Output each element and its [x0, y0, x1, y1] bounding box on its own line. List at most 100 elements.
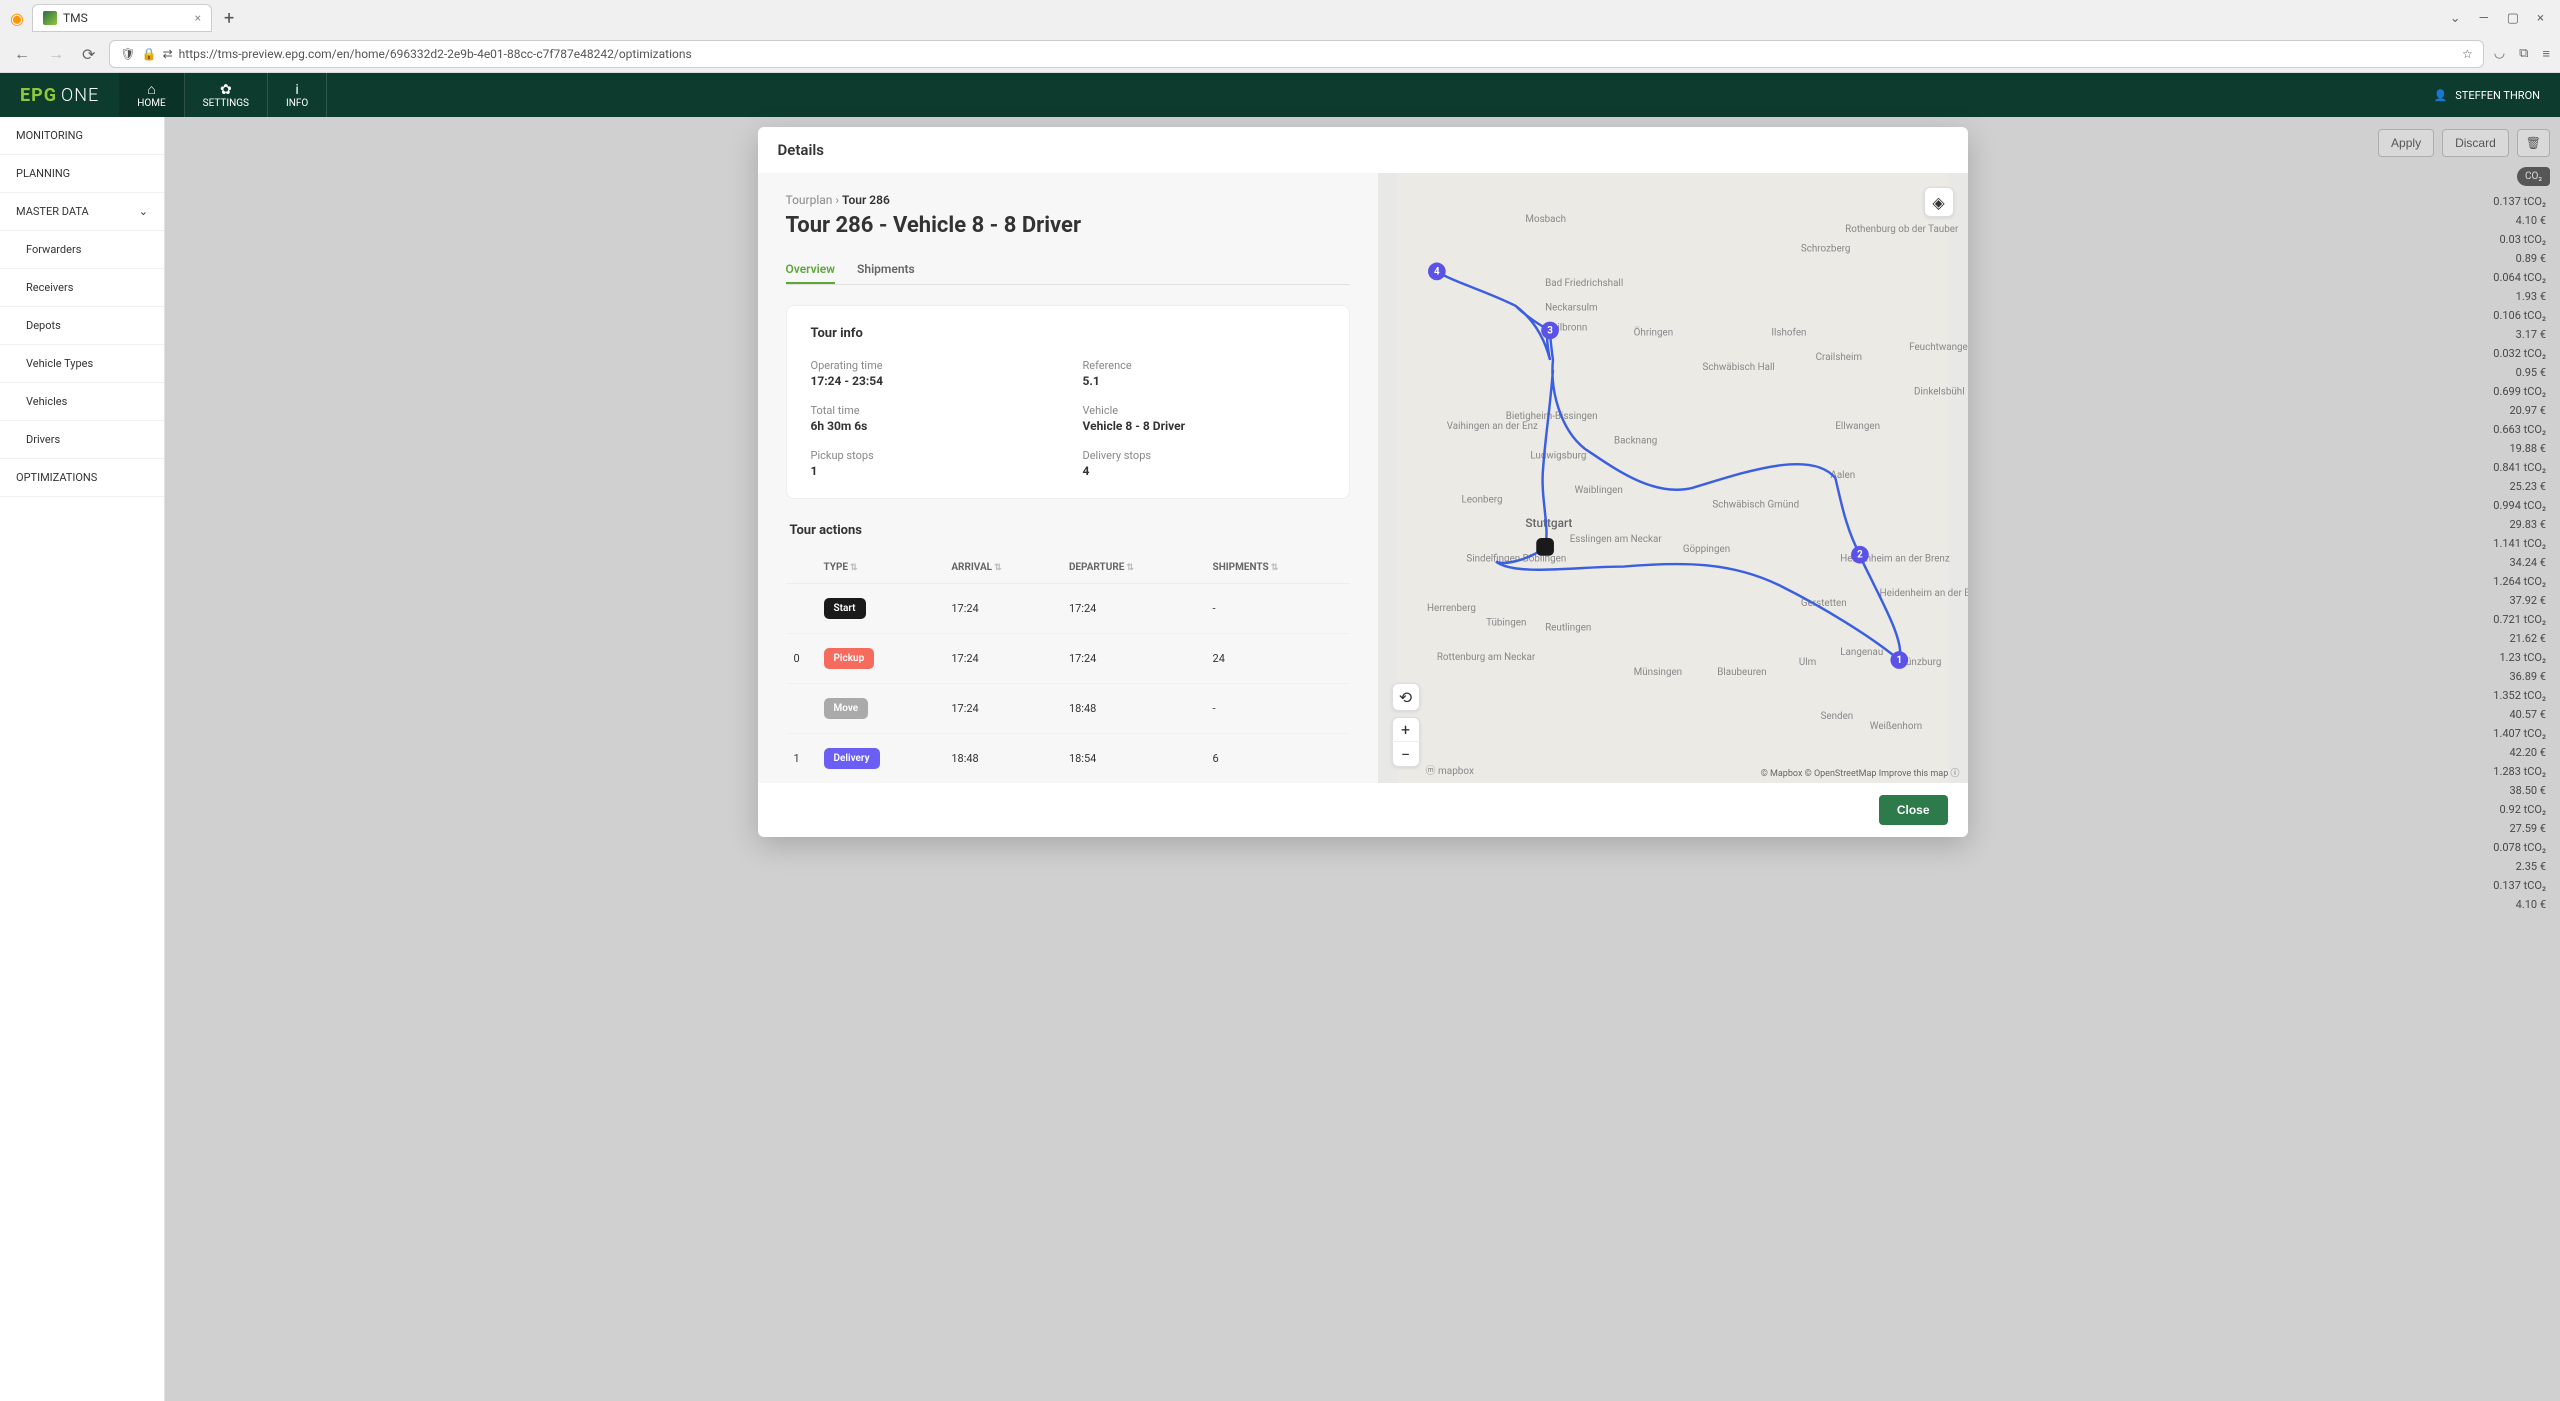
sidebar-item-depots[interactable]: Depots: [0, 307, 164, 345]
menu-icon[interactable]: ≡: [2542, 46, 2550, 62]
col-shipments[interactable]: SHIPMENTS⇅: [1205, 552, 1350, 584]
map-city-label: Ellwangen: [1835, 421, 1880, 432]
info-item: Pickup stops1: [811, 449, 1053, 478]
tab-title: TMS: [63, 11, 88, 25]
map-city-label: Heidenheim an der Brenz: [1879, 588, 1967, 599]
map-city-label: Stuttgart: [1525, 516, 1572, 530]
map-city-label: Sindelfingen Böblingen: [1466, 554, 1566, 565]
maximize-icon[interactable]: ▢: [2507, 11, 2519, 26]
tab-shipments[interactable]: Shipments: [857, 256, 915, 284]
depot-marker[interactable]: [1536, 538, 1554, 556]
top-nav-settings[interactable]: ✿SETTINGS: [185, 73, 268, 117]
minimize-icon[interactable]: —: [2479, 11, 2489, 26]
sidebar-item-vehicle-types[interactable]: Vehicle Types: [0, 345, 164, 383]
sidebar-item-receivers[interactable]: Receivers: [0, 269, 164, 307]
sidebar-item-monitoring[interactable]: MONITORING: [0, 117, 164, 155]
map-city-label: Leonberg: [1461, 495, 1502, 506]
map-reset-button[interactable]: ⟲: [1392, 683, 1420, 711]
sidebar-item-vehicles[interactable]: Vehicles: [0, 383, 164, 421]
map-attribution: © Mapbox © OpenStreetMap Improve this ma…: [1761, 766, 1960, 779]
top-nav-home[interactable]: ⌂HOME: [119, 73, 184, 117]
map-city-label: Blaubeuren: [1717, 667, 1766, 678]
map-city-label: Rothenburg ob der Tauber: [1845, 224, 1959, 235]
col-arrival[interactable]: ARRIVAL⇅: [943, 552, 1061, 584]
logo-epg: EPG: [20, 85, 57, 106]
svg-text:1: 1: [1896, 655, 1902, 666]
tour-actions-title: Tour actions: [786, 523, 1350, 538]
map-city-label: Mosbach: [1525, 214, 1566, 225]
close-window-icon[interactable]: ×: [2537, 11, 2544, 26]
sidebar-item-master-data[interactable]: MASTER DATA⌄: [0, 193, 164, 231]
map-marker-3[interactable]: 3: [1541, 322, 1559, 340]
browser-chrome: ◉ TMS × + ⌄ — ▢ × ← → ⟳ 🛡 🔒 ⇄ https://tm…: [0, 0, 2560, 73]
logo-one: ONE: [61, 85, 99, 106]
map-marker-2[interactable]: 2: [1851, 546, 1869, 564]
col-type[interactable]: TYPE⇅: [816, 552, 944, 584]
top-nav-info[interactable]: iINFO: [268, 73, 327, 117]
route-map[interactable]: StuttgartUlmAalenTübingenReutlingenGöppi…: [1378, 173, 1968, 783]
extensions-icon[interactable]: ⧉: [2519, 46, 2528, 62]
map-layers-button[interactable]: ◈: [1924, 187, 1954, 217]
window-controls: ⌄ — ▢ ×: [2450, 11, 2554, 26]
reload-button[interactable]: ⟳: [78, 41, 99, 68]
action-row[interactable]: 1Delivery18:4818:546: [786, 734, 1350, 784]
lock-icon: 🔒: [142, 47, 157, 61]
map-city-label: Bietigheim-Bissingen: [1505, 411, 1597, 422]
map-city-label: Herrenberg: [1427, 603, 1476, 614]
map-city-label: Langenau: [1840, 647, 1883, 658]
action-row[interactable]: 0Pickup17:2417:2424: [786, 634, 1350, 684]
logo[interactable]: EPG ONE: [0, 73, 119, 117]
bookmark-icon[interactable]: ☆: [2462, 47, 2473, 61]
tab-close-icon[interactable]: ×: [195, 11, 201, 25]
zoom-out-button[interactable]: −: [1392, 742, 1420, 766]
map-city-label: Schwäbisch Gmünd: [1712, 500, 1799, 511]
tour-info-title: Tour info: [811, 326, 1325, 341]
col-departure[interactable]: DEPARTURE⇅: [1061, 552, 1205, 584]
user-menu[interactable]: 👤 STEFFEN THRON: [2414, 73, 2560, 117]
url-text: https://tms-preview.epg.com/en/home/6963…: [179, 47, 692, 61]
map-city-label: Feuchtwangen: [1909, 342, 1968, 353]
sidebar-item-optimizations[interactable]: OPTIMIZATIONS: [0, 459, 164, 497]
sidebar-item-planning[interactable]: PLANNING: [0, 155, 164, 193]
map-city-label: Münsingen: [1633, 667, 1681, 678]
svg-text:3: 3: [1547, 325, 1553, 336]
new-tab-button[interactable]: +: [216, 8, 242, 29]
back-button[interactable]: ←: [10, 40, 34, 68]
user-name: STEFFEN THRON: [2455, 89, 2540, 102]
close-button[interactable]: Close: [1879, 795, 1948, 825]
map-city-label: Rottenburg am Neckar: [1436, 652, 1535, 663]
browser-tab[interactable]: TMS ×: [32, 4, 212, 32]
tour-info-card: Tour info Operating time17:24 - 23:54 Ref…: [786, 305, 1350, 499]
type-badge: Move: [824, 698, 869, 719]
map-marker-4[interactable]: 4: [1428, 263, 1446, 281]
actions-table: TYPE⇅ ARRIVAL⇅ DEPARTURE⇅ SHIPMENTS⇅ Sta…: [786, 552, 1350, 783]
attribution-info-icon[interactable]: ⓘ: [1950, 769, 1959, 779]
map-panel[interactable]: StuttgartUlmAalenTübingenReutlingenGöppi…: [1378, 173, 1968, 783]
tab-favicon: [43, 11, 57, 25]
tab-bar: ◉ TMS × + ⌄ — ▢ ×: [0, 0, 2560, 36]
map-city-label: Öhringen: [1633, 327, 1672, 338]
map-city-label: Waiblingen: [1574, 485, 1622, 496]
sidebar-item-drivers[interactable]: Drivers: [0, 421, 164, 459]
action-row[interactable]: Start17:2417:24-: [786, 584, 1350, 634]
sidebar-item-forwarders[interactable]: Forwarders: [0, 231, 164, 269]
info-item: Operating time17:24 - 23:54: [811, 359, 1053, 388]
url-input[interactable]: 🛡 🔒 ⇄ https://tms-preview.epg.com/en/hom…: [109, 40, 2483, 68]
zoom-in-button[interactable]: +: [1392, 718, 1420, 742]
info-item: Reference5.1: [1083, 359, 1325, 388]
chevron-down-icon[interactable]: ⌄: [2450, 11, 2461, 26]
modal-left-panel: Tourplan › Tour 286 Tour 286 - Vehicle 8…: [758, 173, 1378, 783]
info-item: Total time6h 30m 6s: [811, 404, 1053, 433]
map-marker-1[interactable]: 1: [1890, 651, 1908, 669]
details-modal: Details Tourplan › Tour 286 Tour 286 - V…: [758, 127, 1968, 837]
info-item: Delivery stops4: [1083, 449, 1325, 478]
action-row[interactable]: Move17:2418:48-: [786, 684, 1350, 734]
map-city-label: Neckarsulm: [1545, 303, 1598, 314]
col-idx[interactable]: [786, 552, 816, 584]
tour-title: Tour 286 - Vehicle 8 - 8 Driver: [786, 213, 1350, 238]
breadcrumb-parent[interactable]: Tourplan: [786, 193, 833, 207]
tab-overview[interactable]: Overview: [786, 256, 836, 284]
reader-icon[interactable]: ◡: [2494, 46, 2505, 62]
chevron-down-icon: ⌄: [139, 205, 148, 218]
forward-button[interactable]: →: [44, 40, 68, 68]
